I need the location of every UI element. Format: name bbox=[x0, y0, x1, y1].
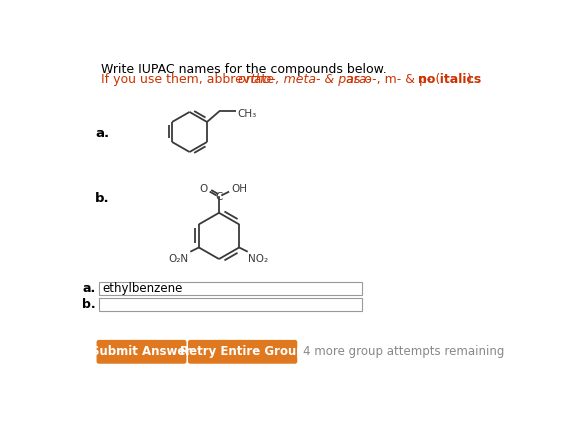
Text: O: O bbox=[199, 184, 208, 194]
Text: If you use them, abbreviate: If you use them, abbreviate bbox=[101, 73, 278, 86]
Text: Write IUPAC names for the compounds below.: Write IUPAC names for the compounds belo… bbox=[101, 63, 387, 76]
Text: Submit Answer: Submit Answer bbox=[91, 345, 192, 358]
Text: b.: b. bbox=[95, 192, 110, 205]
Text: C: C bbox=[215, 193, 223, 202]
Text: ortho-, meta- & para-: ortho-, meta- & para- bbox=[238, 73, 371, 86]
Text: as o-, m- & p- (: as o-, m- & p- ( bbox=[342, 73, 440, 86]
FancyBboxPatch shape bbox=[188, 340, 297, 364]
Text: O₂N: O₂N bbox=[169, 253, 189, 264]
Text: a.: a. bbox=[95, 127, 109, 140]
Bar bbox=[99, 282, 362, 295]
Bar bbox=[99, 297, 362, 311]
Text: no italics: no italics bbox=[418, 73, 481, 86]
Text: NO₂: NO₂ bbox=[249, 253, 269, 264]
Text: CH₃: CH₃ bbox=[237, 109, 257, 119]
Text: Retry Entire Group: Retry Entire Group bbox=[180, 345, 305, 358]
Text: ethylbenzene: ethylbenzene bbox=[102, 282, 183, 295]
Text: ).: ). bbox=[467, 73, 476, 86]
Text: OH: OH bbox=[231, 184, 247, 194]
Text: b.: b. bbox=[82, 298, 96, 311]
Text: 4 more group attempts remaining: 4 more group attempts remaining bbox=[302, 345, 504, 358]
Text: a.: a. bbox=[83, 282, 96, 295]
FancyBboxPatch shape bbox=[96, 340, 187, 364]
